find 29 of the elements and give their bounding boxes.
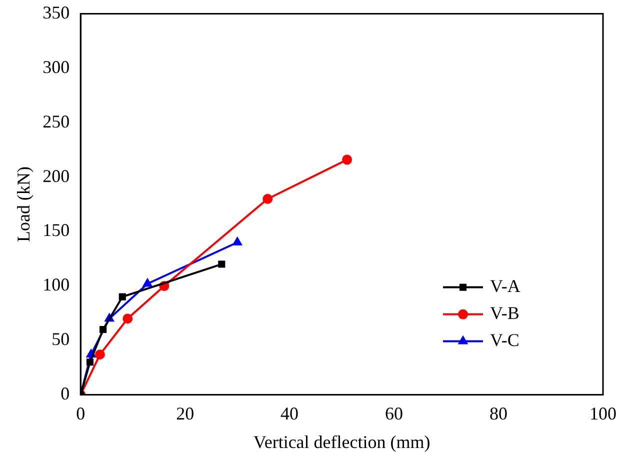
- y-tick-label: 350: [42, 2, 70, 23]
- x-tick-label: 60: [385, 403, 404, 424]
- point: [218, 260, 226, 268]
- y-tick-label: 100: [42, 274, 70, 295]
- y-tick-label: 0: [60, 384, 70, 404]
- legend-label: V-C: [490, 330, 520, 350]
- x-tick-label: 100: [590, 403, 616, 424]
- x-tick-label: 80: [490, 403, 508, 424]
- y-axis-title: Load (kN): [14, 166, 34, 242]
- y-tick-label: 150: [42, 220, 70, 240]
- y-tick-label: 250: [42, 111, 70, 132]
- x-tick-label: 0: [76, 403, 86, 424]
- legend-label: V-B: [490, 303, 520, 324]
- x-axis-title: Vertical deflection (mm): [253, 432, 430, 452]
- y-tick-label: 200: [42, 166, 70, 186]
- point: [118, 293, 126, 300]
- x-tick-label: 40: [280, 403, 299, 424]
- x-tick-label: 20: [176, 403, 194, 424]
- legend-label: V-A: [490, 276, 520, 296]
- point: [262, 194, 273, 204]
- point: [142, 278, 153, 287]
- point: [342, 154, 352, 165]
- point: [122, 314, 133, 324]
- y-tick-label: 300: [42, 56, 70, 77]
- point: [86, 358, 94, 366]
- point: [94, 350, 105, 360]
- point: [232, 236, 243, 246]
- point: [100, 326, 107, 334]
- y-tick-label: 50: [52, 329, 70, 350]
